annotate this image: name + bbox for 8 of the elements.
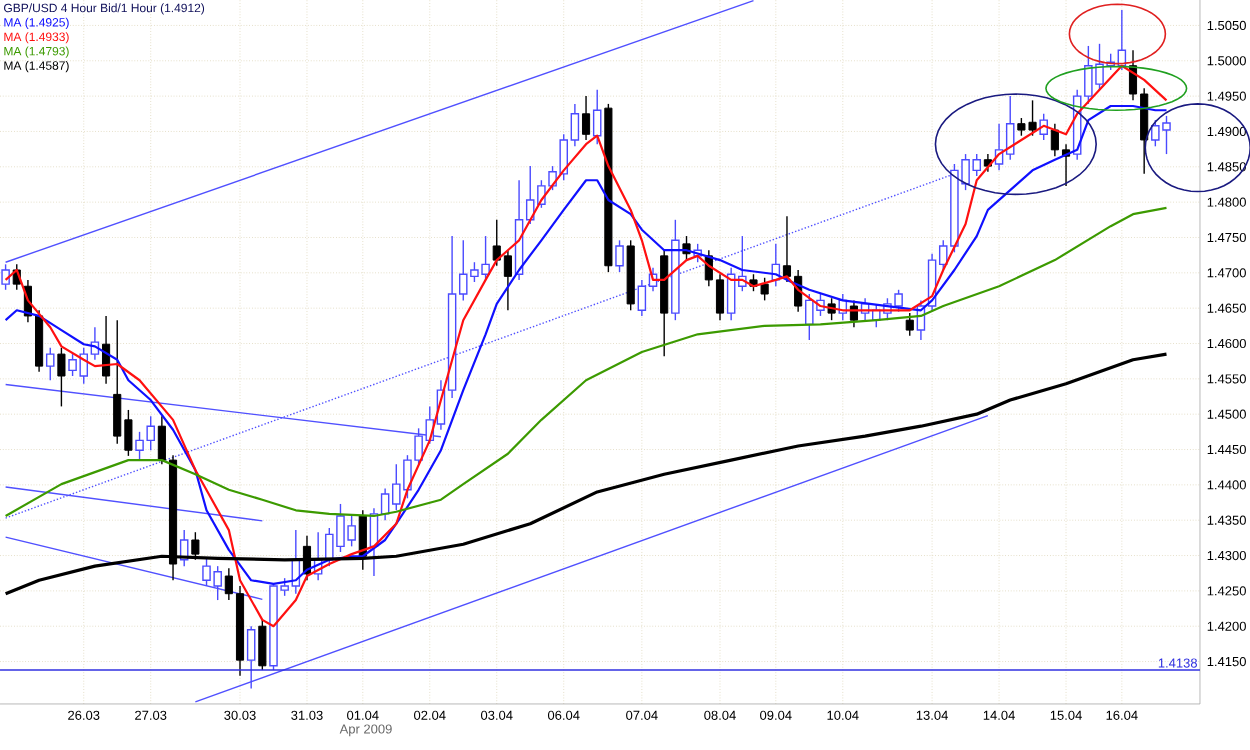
candlestick bbox=[849, 299, 859, 328]
line-series bbox=[4, 352, 1169, 596]
candlestick bbox=[191, 531, 200, 561]
candlestick bbox=[905, 312, 914, 337]
candlestick bbox=[57, 347, 66, 408]
candlestick bbox=[246, 625, 256, 690]
candlestick bbox=[581, 95, 591, 141]
candlestick bbox=[258, 619, 267, 671]
